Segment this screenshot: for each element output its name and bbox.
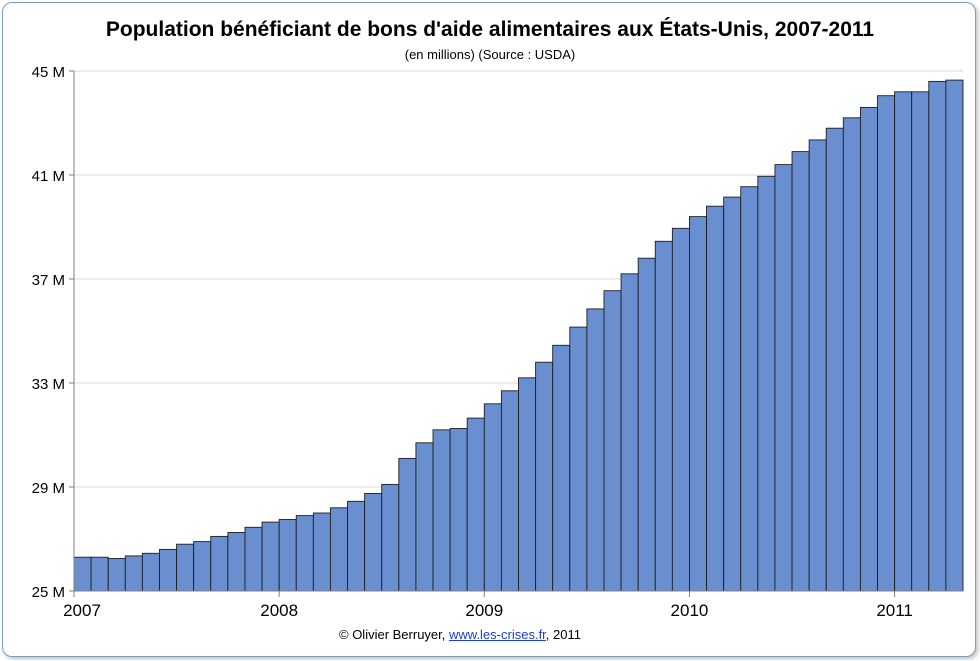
bar xyxy=(347,500,366,592)
bar xyxy=(227,532,246,592)
bar xyxy=(877,95,896,592)
chart-title: Population bénéficiant de bons d'aide al… xyxy=(105,18,875,41)
bar xyxy=(842,117,861,592)
bar xyxy=(603,290,622,592)
bar xyxy=(671,227,690,592)
credit-link[interactable]: www.les-crises.fr xyxy=(449,627,546,642)
chart-subtitle: (en millions) (Source : USDA) xyxy=(404,47,576,62)
bar xyxy=(449,428,468,592)
bar xyxy=(483,403,502,592)
y-tick-label: 41 M xyxy=(32,168,65,185)
bar xyxy=(723,196,742,592)
bar xyxy=(364,493,383,592)
bar xyxy=(689,216,708,592)
bar xyxy=(791,151,810,592)
bar xyxy=(945,79,964,592)
bar xyxy=(620,273,639,592)
bar xyxy=(928,80,947,592)
x-tick-label: 2011 xyxy=(876,601,913,620)
bar xyxy=(654,240,673,592)
bar xyxy=(518,377,537,592)
bar xyxy=(278,519,297,592)
bar xyxy=(381,483,400,592)
bar xyxy=(808,139,827,592)
bar xyxy=(261,521,280,592)
bar xyxy=(894,91,913,592)
bar xyxy=(500,390,519,592)
bar xyxy=(859,106,878,592)
y-tick-label: 33 M xyxy=(32,376,65,393)
bar xyxy=(210,535,229,592)
x-tick-label: 2009 xyxy=(465,601,503,620)
bar xyxy=(329,507,348,592)
bar xyxy=(295,515,314,592)
x-tick-label: 2008 xyxy=(260,601,298,620)
bar xyxy=(466,417,485,592)
y-tick-label: 25 M xyxy=(32,584,65,601)
y-tick-label: 45 M xyxy=(32,64,65,81)
credit-suffix: , 2011 xyxy=(545,627,581,642)
bar xyxy=(569,326,588,592)
bar xyxy=(415,442,434,592)
bar xyxy=(432,429,451,592)
bar xyxy=(124,555,143,592)
bar xyxy=(193,541,212,592)
bar xyxy=(757,175,776,592)
credit-prefix: © Olivier Berruyer, xyxy=(339,627,449,642)
credit-line: © Olivier Berruyer, www.les-crises.fr, 2… xyxy=(0,627,920,642)
bar xyxy=(90,556,109,592)
bar xyxy=(398,457,417,592)
bar xyxy=(141,552,160,592)
bar xyxy=(586,308,605,592)
x-tick-label: 2007 xyxy=(63,601,101,620)
bar xyxy=(176,543,195,592)
bar xyxy=(637,257,656,592)
y-tick-label: 37 M xyxy=(32,272,65,289)
bar xyxy=(535,361,554,592)
x-tick-label: 2010 xyxy=(671,601,709,620)
bar xyxy=(107,558,126,592)
bar xyxy=(825,127,844,592)
bar xyxy=(706,205,725,592)
bar xyxy=(312,512,331,592)
y-tick-label: 29 M xyxy=(32,480,65,497)
bar xyxy=(244,526,263,592)
bar xyxy=(73,556,92,592)
bar xyxy=(740,186,759,592)
bar xyxy=(774,164,793,592)
bar xyxy=(159,548,178,592)
bar xyxy=(552,344,571,592)
bar xyxy=(911,91,930,592)
